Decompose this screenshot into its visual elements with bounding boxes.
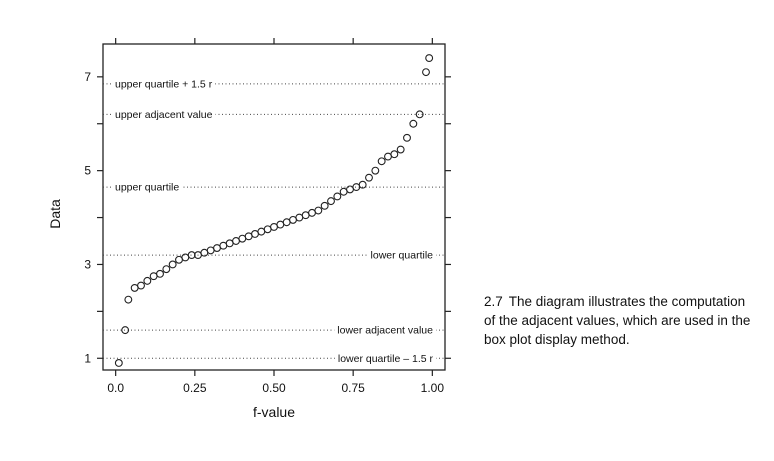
- x-tick-label: 0.25: [183, 381, 207, 395]
- y-tick-label: 5: [84, 164, 91, 178]
- data-point: [219, 241, 228, 250]
- data-point: [320, 201, 329, 210]
- caption-number: 2.7: [484, 294, 503, 309]
- data-point: [200, 248, 209, 257]
- x-axis-title: f-value: [253, 404, 295, 420]
- reference-label-background: [112, 76, 216, 90]
- data-point: [415, 110, 424, 119]
- data-point: [377, 157, 386, 166]
- reference-line-label: upper quartile + 1.5 r: [115, 78, 213, 90]
- y-tick-label: 1: [84, 351, 91, 365]
- reference-line-label: lower adjacent value: [337, 325, 433, 337]
- data-point: [270, 222, 278, 231]
- data-point: [384, 152, 392, 161]
- data-point: [181, 253, 190, 262]
- reference-line-label: lower quartile: [371, 250, 434, 262]
- quantile-plot: upper quartile + 1.5 r upper adjacent val…: [47, 38, 451, 420]
- reference-lines: upper quartile + 1.5 r upper adjacent val…: [103, 76, 445, 365]
- data-point: [422, 68, 430, 77]
- x-tick-label: 0.50: [262, 381, 286, 395]
- caption-text: The diagram illustrates the computation …: [484, 294, 751, 347]
- data-point: [409, 119, 418, 128]
- data-point: [156, 269, 164, 278]
- x-tick-label: 1.00: [421, 381, 445, 395]
- data-point: [295, 213, 304, 222]
- data-point: [124, 295, 133, 304]
- data-point: [358, 180, 367, 189]
- data-point: [308, 208, 316, 217]
- data-point: [251, 230, 259, 238]
- reference-label-background: [112, 107, 216, 121]
- data-point: [175, 255, 183, 264]
- data-point: [137, 281, 145, 290]
- reference-line-label: lower quartile – 1.5 r: [338, 353, 434, 365]
- reference-line-label: upper quartile: [115, 182, 179, 194]
- data-point: [263, 225, 272, 234]
- data-point: [257, 227, 266, 236]
- y-tick-label: 3: [84, 257, 91, 271]
- axis-ticks: 0.0 0.25 0.50 0.75 1.00 1 3 5 7: [84, 38, 451, 395]
- data-point: [339, 187, 348, 196]
- data-point: [244, 232, 253, 241]
- data-point: [425, 54, 434, 63]
- reference-label-background: [334, 351, 436, 365]
- data-point: [371, 166, 380, 175]
- data-point: [130, 283, 139, 292]
- data-point: [238, 234, 247, 243]
- reference-label-background: [334, 323, 436, 337]
- data-point: [333, 192, 342, 201]
- data-point: [276, 220, 285, 229]
- data-point: [289, 215, 297, 224]
- data-point: [232, 237, 240, 245]
- data-point: [213, 244, 221, 252]
- data-point: [121, 326, 130, 335]
- data-point: [403, 133, 411, 142]
- data-point: [346, 185, 354, 194]
- y-tick-label: 7: [84, 70, 91, 84]
- data-point: [365, 173, 373, 182]
- data-point: [168, 260, 177, 269]
- reference-line-label: upper adjacent value: [115, 109, 213, 121]
- reference-label-background: [112, 180, 183, 194]
- data-point: [114, 359, 123, 367]
- data-point: [162, 265, 171, 274]
- x-tick-label: 0.0: [107, 381, 124, 395]
- data-point: [390, 150, 399, 159]
- plot-frame: [102, 43, 446, 371]
- data-point: [149, 272, 158, 281]
- data-point: [143, 276, 152, 285]
- data-point: [206, 246, 215, 255]
- reference-label-background: [367, 248, 436, 262]
- figure-caption: 2.7 The diagram illustrates the computati…: [484, 292, 754, 349]
- data-point: [396, 145, 405, 154]
- plot-frame-layer: [102, 43, 446, 371]
- y-axis-title: Data: [47, 199, 63, 229]
- data-point: [225, 239, 234, 248]
- data-point: [327, 197, 335, 206]
- x-tick-label: 0.75: [341, 381, 365, 395]
- data-point: [301, 211, 310, 220]
- data-points: [114, 54, 434, 367]
- data-point: [282, 218, 291, 227]
- data-point: [314, 206, 323, 215]
